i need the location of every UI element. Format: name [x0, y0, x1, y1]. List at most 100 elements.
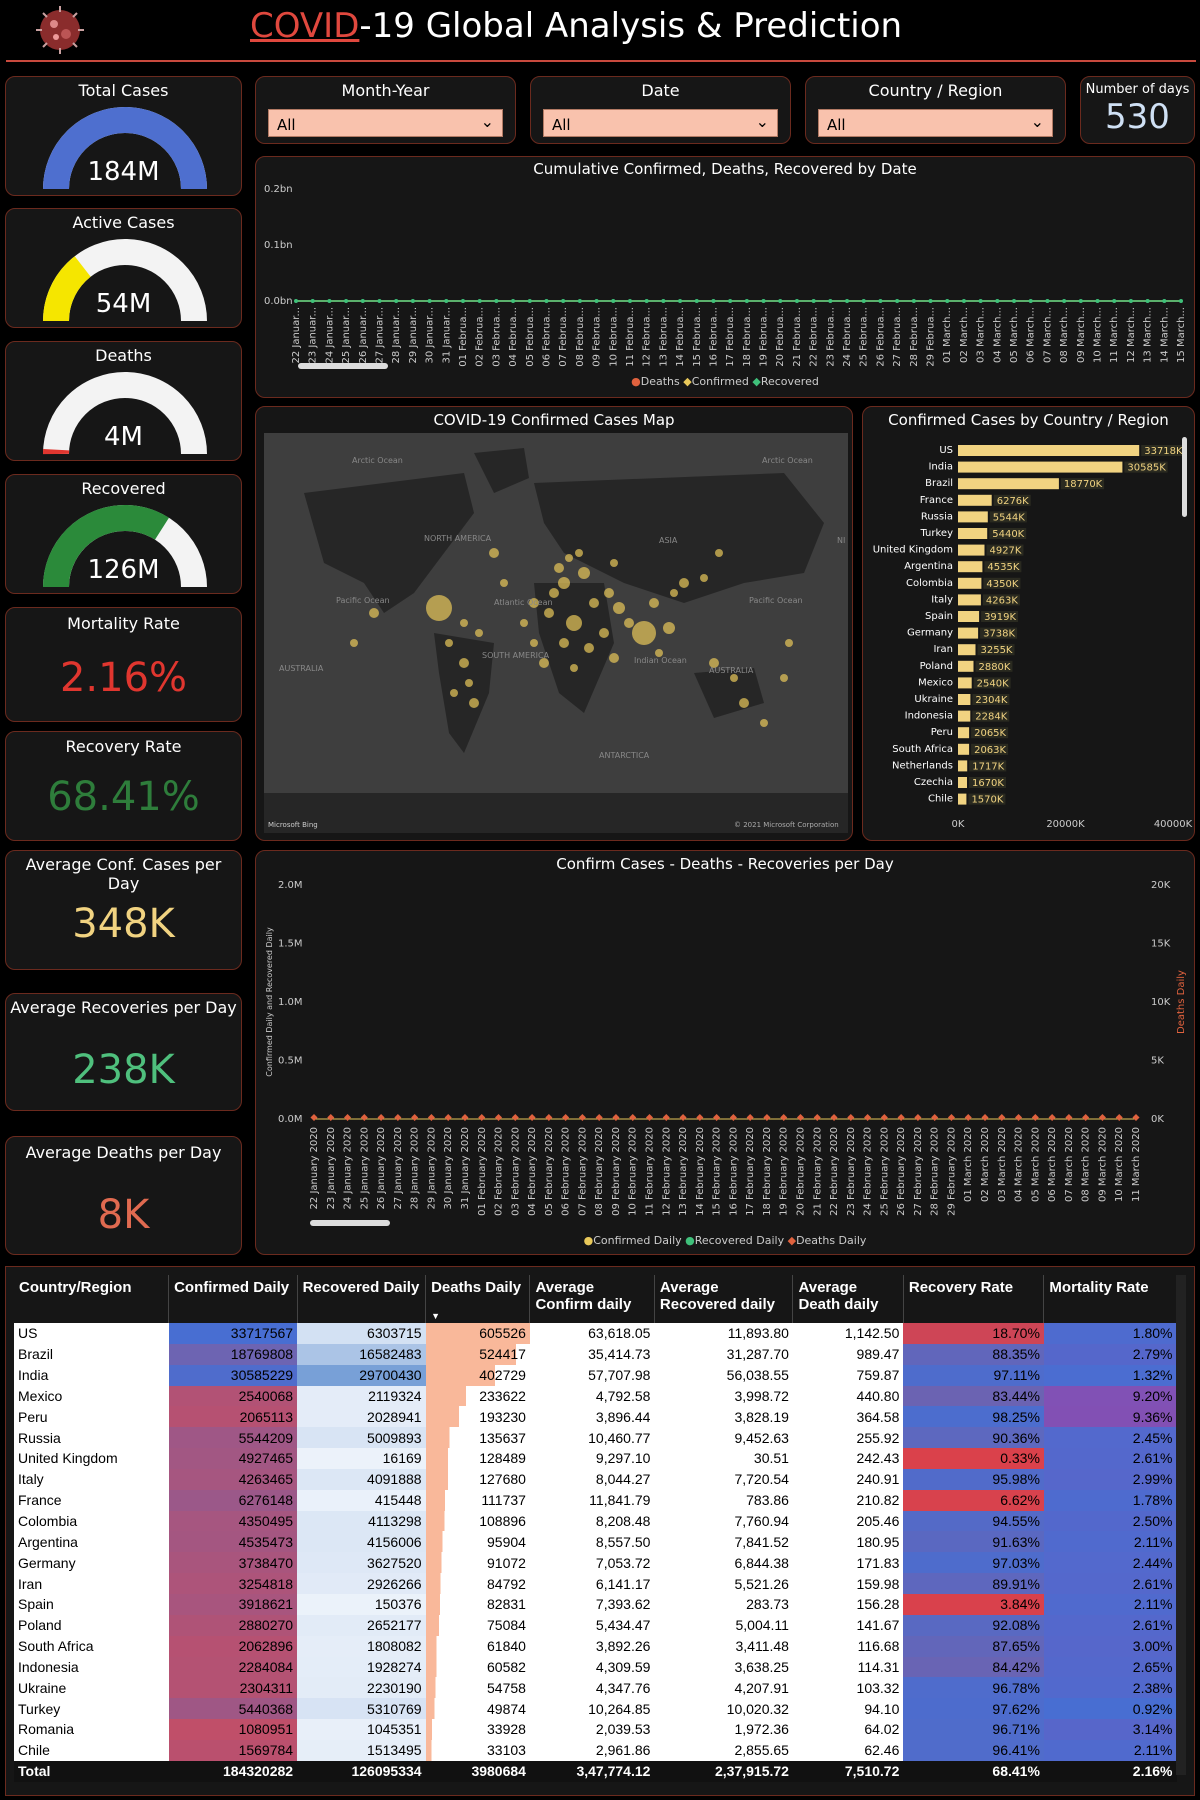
table-row[interactable]: Brazil 18769808 16582483 524417 35,414.73 31,… [14, 1343, 1177, 1365]
data-point[interactable] [561, 299, 566, 303]
map-bubble[interactable] [730, 674, 738, 682]
map-bubble[interactable] [575, 549, 583, 557]
chevron-down-icon[interactable]: ⌄ [755, 112, 769, 131]
data-point[interactable] [344, 299, 349, 303]
map-bubble[interactable] [559, 638, 569, 648]
map-bubble[interactable] [450, 689, 458, 697]
map-bubble[interactable] [663, 622, 675, 634]
table-scrollbar[interactable] [1176, 1275, 1186, 1775]
table-row[interactable]: Indonesia 2284084 1928274 60582 4,309.59 3,63… [14, 1656, 1177, 1678]
data-point[interactable] [627, 299, 632, 303]
bar[interactable] [958, 561, 983, 573]
data-point[interactable] [1128, 299, 1133, 303]
column-header[interactable]: Confirmed Daily [168, 1275, 298, 1323]
bar[interactable] [958, 611, 980, 622]
map-bubble[interactable] [649, 598, 659, 608]
data-point-deaths[interactable] [578, 1113, 586, 1122]
data-point-deaths[interactable] [545, 1113, 553, 1122]
data-point[interactable] [1179, 299, 1183, 303]
map-bubble[interactable] [679, 578, 689, 588]
data-point[interactable] [811, 299, 816, 303]
data-point[interactable] [327, 299, 332, 303]
table-row[interactable]: Chile 1569784 1513495 33103 2,961.86 2,855.65… [14, 1739, 1177, 1761]
data-point-deaths[interactable] [729, 1113, 737, 1122]
data-point[interactable] [661, 299, 666, 303]
table-row[interactable]: Romania 1080951 1045351 33928 2,039.53 1,972.… [14, 1719, 1177, 1740]
column-header[interactable]: Mortality Rate [1043, 1275, 1177, 1323]
bar[interactable] [958, 544, 985, 556]
data-point-deaths[interactable] [411, 1113, 419, 1122]
data-point[interactable] [895, 299, 900, 303]
bar[interactable] [958, 777, 967, 788]
data-point[interactable] [861, 299, 866, 303]
map-bubble[interactable] [426, 595, 452, 621]
column-header[interactable]: Average Death daily [792, 1275, 904, 1323]
data-point[interactable] [377, 299, 382, 303]
map-bubble[interactable] [489, 548, 499, 558]
data-point[interactable] [310, 299, 315, 303]
bar[interactable] [958, 627, 979, 639]
data-point-deaths[interactable] [880, 1113, 888, 1122]
data-point[interactable] [360, 299, 365, 303]
data-point-deaths[interactable] [780, 1113, 788, 1122]
map-bubble[interactable] [529, 598, 539, 608]
data-point-deaths[interactable] [444, 1113, 452, 1122]
map-bubble[interactable] [785, 639, 793, 647]
bar[interactable] [958, 760, 968, 772]
table-row[interactable]: Argentina 4535473 4156006 95904 8,557.50 7,84… [14, 1531, 1177, 1553]
data-point[interactable] [878, 299, 883, 303]
map-bubble[interactable] [544, 608, 554, 618]
data-point[interactable] [1078, 299, 1083, 303]
data-point[interactable] [577, 299, 582, 303]
data-point-deaths[interactable] [377, 1113, 385, 1122]
data-point-deaths[interactable] [478, 1113, 486, 1122]
table-row[interactable]: US 33717567 6303715 605526 63,618.05 11,893.8… [14, 1323, 1177, 1344]
data-point-deaths[interactable] [427, 1113, 435, 1122]
data-point[interactable] [945, 299, 950, 303]
map-bubble[interactable] [570, 664, 578, 672]
column-header[interactable]: Recovered Daily [297, 1275, 427, 1323]
map-bubble[interactable] [558, 577, 570, 589]
map-bubble[interactable] [624, 618, 634, 628]
data-point[interactable] [778, 299, 783, 303]
data-point-deaths[interactable] [830, 1113, 838, 1122]
data-point[interactable] [961, 299, 966, 303]
bar[interactable] [958, 594, 981, 606]
bar[interactable] [958, 710, 971, 722]
data-point[interactable] [444, 299, 449, 303]
map-bubble[interactable] [780, 674, 788, 682]
data-point-deaths[interactable] [1065, 1113, 1073, 1122]
table-row[interactable]: Italy 4263465 4091888 127680 8,044.27 7,720.5… [14, 1468, 1177, 1490]
column-header[interactable]: Average Recovered daily [654, 1275, 794, 1323]
bar[interactable] [958, 478, 1059, 490]
map-bubble[interactable] [589, 598, 599, 608]
map-bubble[interactable] [500, 579, 508, 587]
chevron-down-icon[interactable]: ⌄ [480, 112, 494, 131]
data-point[interactable] [460, 299, 465, 303]
data-point[interactable] [1112, 299, 1117, 303]
data-point-deaths[interactable] [344, 1113, 352, 1122]
data-point-deaths[interactable] [528, 1113, 536, 1122]
data-point[interactable] [410, 299, 415, 303]
data-point[interactable] [294, 299, 298, 303]
column-header[interactable]: Recovery Rate [903, 1275, 1045, 1323]
table-row[interactable]: South Africa 2062896 1808082 61840 3,892.26 3… [14, 1635, 1177, 1657]
bar[interactable] [958, 743, 970, 755]
data-point-deaths[interactable] [914, 1113, 922, 1122]
map-bubble[interactable] [469, 698, 479, 708]
data-point[interactable] [594, 299, 599, 303]
data-point-deaths[interactable] [679, 1113, 687, 1122]
map-bubble[interactable] [475, 629, 483, 637]
data-point[interactable] [678, 299, 683, 303]
data-point[interactable] [494, 299, 499, 303]
data-point[interactable] [1028, 299, 1033, 303]
data-point[interactable] [1145, 299, 1150, 303]
map-bubble[interactable] [700, 574, 708, 582]
table-row[interactable]: India 30585229 29700430 402729 57,707.98 56,0… [14, 1364, 1177, 1386]
map-bubble[interactable] [460, 619, 468, 627]
data-point[interactable] [544, 299, 549, 303]
data-point-deaths[interactable] [461, 1113, 469, 1122]
map-bubble[interactable] [670, 589, 678, 597]
month-year-dropdown[interactable]: All ⌄ [268, 109, 503, 137]
data-point[interactable] [978, 299, 983, 303]
